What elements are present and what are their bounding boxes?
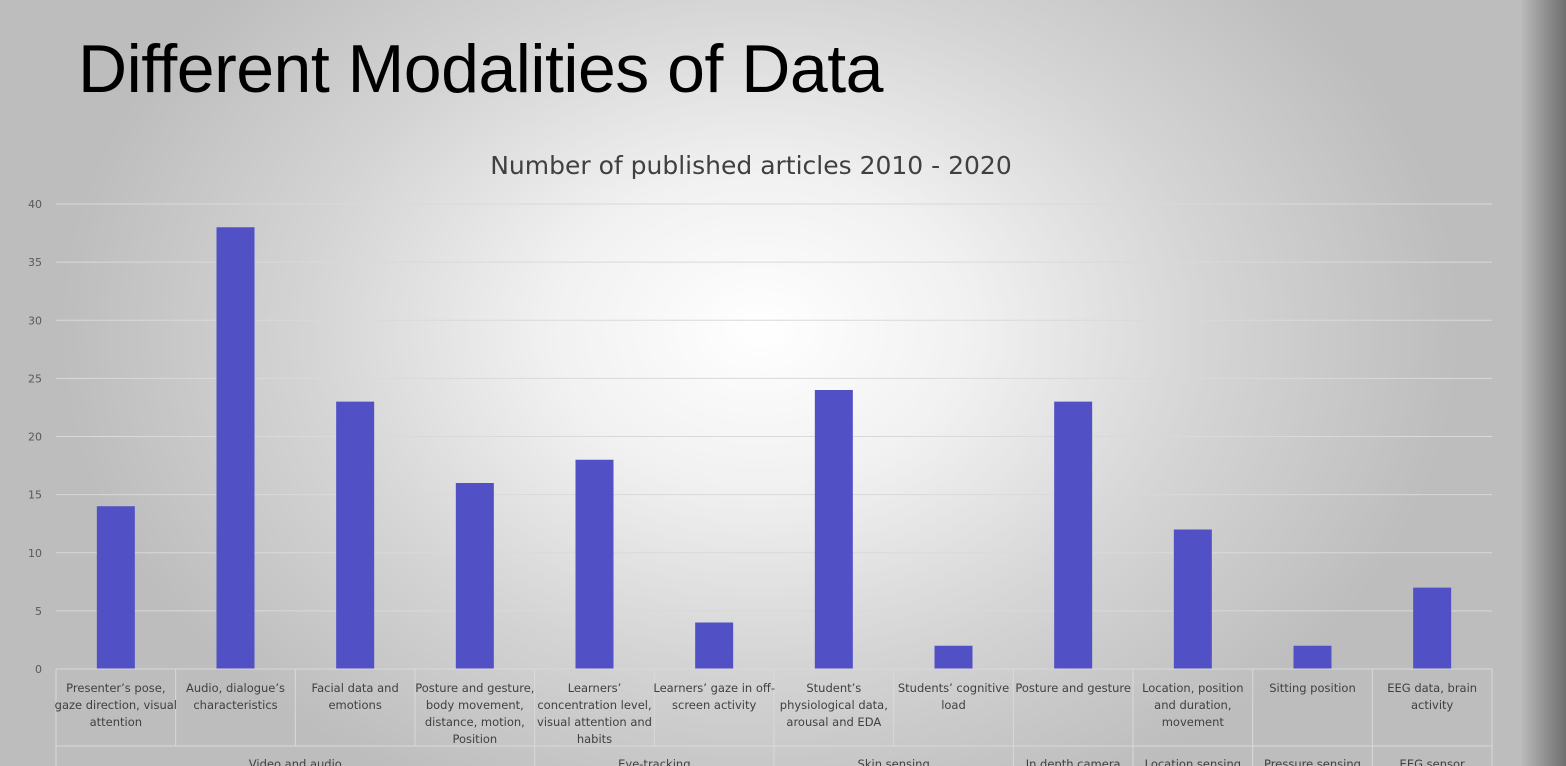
- x-tick-label: Audio, dialogue’s: [186, 681, 285, 695]
- y-tick-label: 15: [28, 489, 42, 502]
- chart-title: Number of published articles 2010 - 2020: [490, 151, 1012, 180]
- x-tick-label: Student’s: [806, 681, 861, 695]
- bar: [455, 483, 494, 669]
- x-tick-label: screen activity: [672, 698, 756, 712]
- x-tick-label: Location, position: [1142, 681, 1244, 695]
- bar: [934, 645, 973, 669]
- group-label: Eye-tracking: [618, 757, 690, 766]
- group-label: Location sensing: [1145, 757, 1241, 766]
- y-tick-label: 30: [28, 314, 42, 327]
- group-label: In depth camera: [1026, 757, 1121, 766]
- bar: [1293, 645, 1332, 669]
- y-tick-label: 5: [35, 605, 42, 618]
- bar: [575, 459, 614, 669]
- x-tick-label: Learners’ gaze in off-: [653, 681, 775, 695]
- x-tick-label: and duration,: [1154, 698, 1231, 712]
- x-tick-label: Sitting position: [1269, 681, 1356, 695]
- x-tick-label: characteristics: [193, 698, 277, 712]
- x-tick-label: visual attention and: [537, 715, 652, 729]
- group-label: Skin sensing: [858, 757, 930, 766]
- bar: [1054, 401, 1093, 669]
- x-tick-label: gaze direction, visual: [55, 698, 177, 712]
- x-tick-label: concentration level,: [537, 698, 651, 712]
- y-tick-label: 40: [28, 198, 42, 211]
- slide-title: Different Modalities of Data: [78, 31, 883, 107]
- bar: [1413, 587, 1452, 669]
- x-tick-label: movement: [1162, 715, 1225, 729]
- x-tick-label: Posture and gesture,: [415, 681, 534, 695]
- x-tick-label: Posture and gesture: [1015, 681, 1131, 695]
- x-tick-label: physiological data,: [780, 698, 888, 712]
- group-label: EEG sensor: [1400, 757, 1465, 766]
- y-tick-label: 10: [28, 547, 42, 560]
- x-tick-label: habits: [577, 732, 612, 746]
- x-tick-label: Position: [452, 732, 497, 746]
- group-label: Pressure sensing: [1264, 757, 1361, 766]
- window-edge: [1522, 0, 1566, 766]
- x-tick-label: EEG data, brain: [1387, 681, 1477, 695]
- x-tick-label: attention: [90, 715, 142, 729]
- bar: [1173, 529, 1212, 669]
- bar: [814, 390, 853, 669]
- y-tick-label: 0: [35, 663, 42, 676]
- x-tick-label: Students’ cognitive: [898, 681, 1009, 695]
- x-tick-label: body movement,: [426, 698, 524, 712]
- y-tick-label: 20: [28, 431, 42, 444]
- bar: [96, 506, 135, 669]
- y-tick-label: 25: [28, 372, 42, 385]
- x-tick-label: Learners’: [568, 681, 622, 695]
- x-tick-label: arousal and EDA: [786, 715, 881, 729]
- group-label: Video and audio: [249, 757, 342, 766]
- bar: [336, 401, 375, 669]
- x-tick-label: activity: [1411, 698, 1454, 712]
- y-tick-label: 35: [28, 256, 42, 269]
- x-tick-label: Presenter’s pose,: [66, 681, 165, 695]
- x-tick-label: distance, motion,: [425, 715, 525, 729]
- x-tick-label: emotions: [328, 698, 381, 712]
- bar: [695, 622, 734, 669]
- x-tick-label: Facial data and: [312, 681, 399, 695]
- x-tick-label: load: [941, 698, 966, 712]
- bar: [216, 227, 255, 669]
